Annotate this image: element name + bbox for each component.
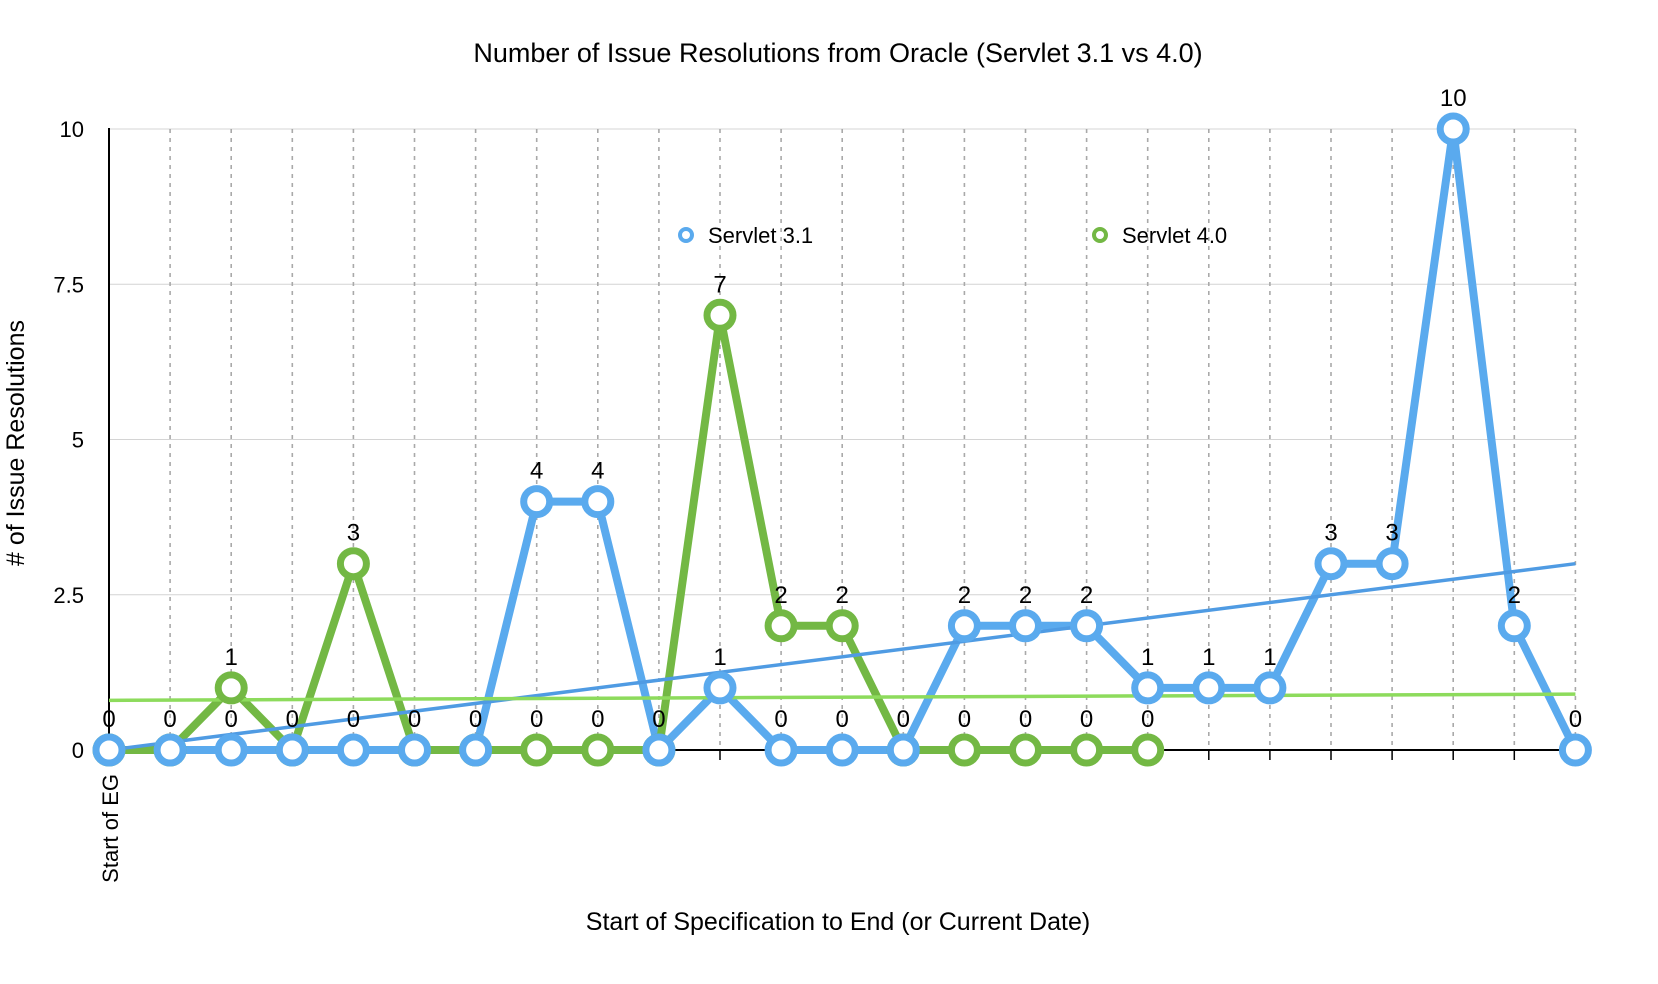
data-point-servlet-4-0	[520, 733, 554, 767]
data-point-servlet-3-1	[1070, 609, 1104, 643]
legend: Servlet 3.1 Servlet 4.0	[678, 223, 1227, 248]
data-point-servlet-3-1	[275, 733, 309, 767]
data-label-servlet-3-1: 1	[713, 644, 726, 671]
data-point-servlet-3-1	[886, 733, 920, 767]
data-label-servlet-4-0: 0	[1141, 706, 1154, 733]
data-point-servlet-3-1	[92, 733, 126, 767]
data-point-servlet-3-1	[1314, 547, 1348, 581]
data-label-servlet-3-1: 0	[836, 706, 849, 733]
legend-label-servlet-4-0: Servlet 4.0	[1122, 223, 1227, 248]
data-label-servlet-4-0: 2	[836, 582, 849, 609]
data-label-servlet-3-1: 2	[1080, 582, 1093, 609]
data-label-servlet-3-1: 0	[897, 706, 910, 733]
y-tick-label: 10	[60, 117, 84, 142]
data-label-servlet-4-0: 7	[713, 271, 726, 298]
y-tick-label: 7.5	[53, 272, 84, 297]
data-point-servlet-3-1	[398, 733, 431, 767]
data-point-servlet-4-0	[825, 609, 859, 643]
data-point-servlet-3-1	[1009, 609, 1042, 643]
data-label-servlet-3-1: 3	[1385, 520, 1398, 547]
y-tick-label: 2.5	[53, 583, 84, 608]
data-label-servlet-3-1: 2	[958, 582, 971, 609]
data-point-servlet-3-1	[153, 733, 187, 767]
trendline-servlet-3-1	[108, 561, 1576, 752]
data-label-servlet-4-0: 0	[958, 706, 971, 733]
data-point-servlet-3-1	[459, 733, 493, 767]
data-label-servlet-3-1: 1	[1141, 644, 1154, 671]
data-label-servlet-3-1: 3	[1324, 520, 1337, 547]
data-label-servlet-3-1: 4	[530, 458, 543, 485]
data-point-servlet-4-0	[581, 733, 615, 767]
data-label-servlet-3-1: 0	[225, 706, 238, 733]
data-point-servlet-4-0	[336, 547, 370, 581]
data-label-servlet-3-1: 2	[1019, 582, 1032, 609]
data-label-servlet-3-1: 0	[408, 706, 421, 733]
data-point-servlet-3-1	[1375, 547, 1409, 581]
data-label-servlet-3-1: 0	[1569, 706, 1582, 733]
legend-marker-servlet-3-1	[678, 227, 694, 243]
data-point-servlet-3-1	[1558, 733, 1592, 767]
y-tick-label: 5	[72, 428, 84, 453]
data-label-servlet-3-1: 0	[347, 706, 360, 733]
x-axis-label: Start of Specification to End (or Curren…	[586, 908, 1090, 936]
data-label-servlet-3-1: 0	[469, 706, 482, 733]
data-label-servlet-4-0: 0	[1019, 706, 1032, 733]
data-label-servlet-3-1: 0	[102, 706, 115, 733]
data-point-servlet-3-1	[1253, 671, 1287, 705]
data-label-servlet-4-0: 0	[530, 706, 543, 733]
data-label-servlet-3-1: 1	[1263, 644, 1276, 671]
data-point-servlet-3-1	[581, 485, 615, 519]
legend-label-servlet-3-1: Servlet 3.1	[708, 223, 813, 248]
data-label-servlet-3-1: 0	[652, 706, 665, 733]
data-point-servlet-4-0	[1009, 733, 1042, 767]
data-point-servlet-3-1	[947, 609, 981, 643]
data-label-servlet-3-1: 0	[774, 706, 787, 733]
y-tick-label: 0	[72, 738, 84, 763]
data-point-servlet-3-1	[764, 733, 798, 767]
data-point-servlet-4-0	[947, 733, 981, 767]
data-label-servlet-3-1: 0	[163, 706, 176, 733]
data-point-servlet-3-1	[1436, 112, 1470, 146]
data-label-servlet-3-1: 10	[1440, 85, 1467, 112]
y-axis-label: # of Issue Resolutions	[2, 320, 30, 566]
data-point-servlet-4-0	[764, 609, 798, 643]
data-point-servlet-3-1	[1497, 609, 1531, 643]
legend-marker-servlet-4-0	[1092, 227, 1108, 243]
data-label-servlet-4-0: 3	[347, 520, 360, 547]
data-label-servlet-4-0: 0	[1080, 706, 1093, 733]
trendline-servlet-4-0	[108, 692, 1576, 703]
data-point-servlet-3-1	[520, 485, 554, 519]
x-tick-label-start-of-eg: Start of EG	[98, 774, 123, 883]
data-point-servlet-4-0	[1070, 733, 1104, 767]
data-label-servlet-3-1: 0	[286, 706, 299, 733]
data-point-servlet-3-1	[703, 671, 737, 705]
data-label-servlet-3-1: 1	[1202, 644, 1215, 671]
data-point-servlet-4-0	[214, 671, 248, 705]
data-label-servlet-4-0: 0	[591, 706, 604, 733]
data-point-servlet-4-0	[703, 298, 737, 332]
chart-title: Number of Issue Resolutions from Oracle …	[473, 38, 1202, 68]
data-point-servlet-3-1	[336, 733, 370, 767]
data-point-servlet-4-0	[1131, 733, 1165, 767]
data-point-servlet-3-1	[1131, 671, 1165, 705]
data-point-servlet-3-1	[825, 733, 859, 767]
data-label-servlet-3-1: 2	[1508, 582, 1521, 609]
data-point-servlet-3-1	[214, 733, 248, 767]
data-label-servlet-4-0: 2	[774, 582, 787, 609]
data-label-servlet-3-1: 4	[591, 458, 604, 485]
data-point-servlet-3-1	[642, 733, 676, 767]
data-point-servlet-3-1	[1192, 671, 1226, 705]
data-label-servlet-4-0: 1	[225, 644, 238, 671]
